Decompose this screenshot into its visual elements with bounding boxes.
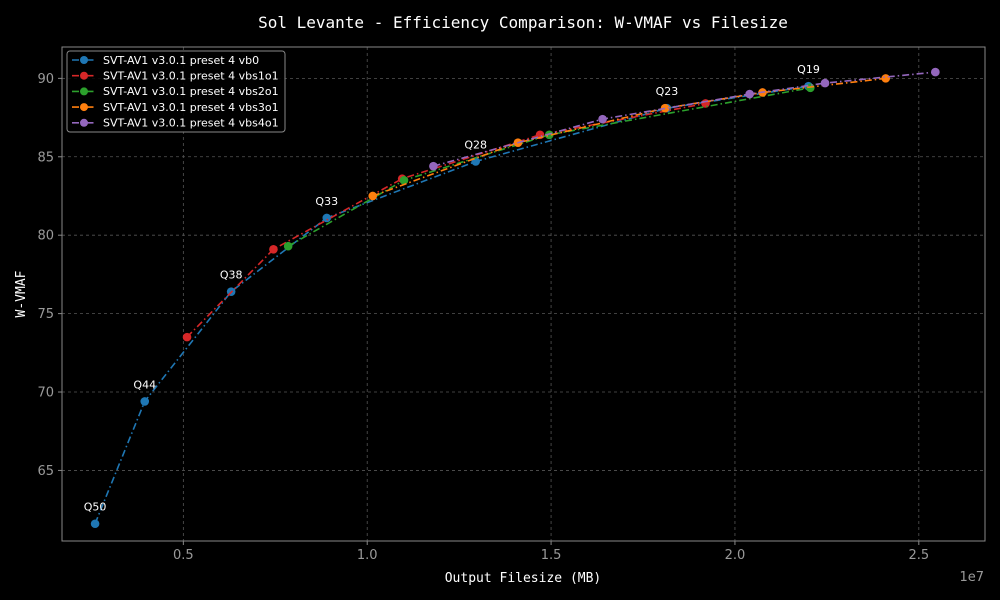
y-tick-label: 80 — [37, 229, 54, 244]
x-axis-label: Output Filesize (MB) — [445, 571, 602, 586]
series-line — [287, 87, 811, 247]
quality-annotation: Q28 — [464, 138, 487, 151]
data-point — [269, 245, 278, 254]
y-tick-label: 90 — [37, 72, 54, 87]
legend-marker — [80, 71, 88, 80]
data-point — [140, 397, 150, 406]
legend-items: SVT-AV1 v3.0.1 preset 4 vb0 SVT-AV1 v3.0.… — [72, 54, 279, 130]
y-axis-label: W-VMAF — [14, 270, 29, 317]
data-point — [660, 103, 670, 113]
y-tick-label: 75 — [37, 307, 54, 322]
y-tick-label: 85 — [37, 150, 54, 165]
legend-marker — [80, 118, 88, 127]
quality-annotation: Q23 — [656, 85, 679, 98]
x-tick-label: 1.5 — [541, 548, 562, 563]
series-4 — [429, 67, 940, 171]
quality-annotation: Q50 — [84, 501, 107, 514]
x-tick-label: 1.0 — [357, 548, 378, 563]
data-point — [283, 241, 293, 251]
legend-entry: SVT-AV1 v3.0.1 preset 4 vbs4o1 — [72, 117, 279, 130]
data-point — [429, 161, 438, 171]
legend-entry: SVT-AV1 v3.0.1 preset 4 vb0 — [72, 54, 259, 67]
legend-marker — [80, 56, 88, 64]
grid-layer — [62, 47, 985, 541]
x-axis-exponent: 1e7 — [959, 570, 984, 585]
plot-area-frame — [61, 46, 986, 542]
data-point — [399, 176, 409, 185]
legend-label: SVT-AV1 v3.0.1 preset 4 vbs2o1 — [103, 85, 279, 98]
quality-annotation: Q33 — [315, 195, 338, 208]
legend-box — [66, 50, 286, 133]
legend-marker — [80, 87, 88, 96]
x-tick-label: 0.5 — [173, 548, 194, 563]
legend-label: SVT-AV1 v3.0.1 preset 4 vbs1o1 — [103, 70, 279, 83]
legend-label: SVT-AV1 v3.0.1 preset 4 vbs4o1 — [103, 117, 279, 130]
x-tick-label: 2.5 — [908, 548, 929, 563]
chart-title: Sol Levante - Efficiency Comparison: W-V… — [258, 13, 788, 32]
series-layer — [90, 67, 940, 529]
legend-label: SVT-AV1 v3.0.1 preset 4 vb0 — [103, 54, 259, 67]
quality-annotation: Q19 — [797, 63, 820, 76]
quality-annotation: Q44 — [133, 378, 156, 391]
y-tick-label: 70 — [37, 386, 54, 401]
legend-entry: SVT-AV1 v3.0.1 preset 4 vbs2o1 — [72, 85, 279, 98]
data-point — [745, 89, 754, 99]
y-axis-ticks: 65 70 75 80 85 90 — [37, 72, 62, 479]
y-tick-label: 65 — [37, 464, 54, 479]
data-point — [931, 67, 940, 77]
data-point — [368, 191, 378, 201]
data-point — [90, 519, 100, 529]
annotation-layer: Q50 Q44 Q38 Q33 Q28 Q23 Q19 — [84, 63, 820, 514]
legend-entry: SVT-AV1 v3.0.1 preset 4 vbs3o1 — [72, 101, 279, 114]
data-point — [322, 213, 332, 223]
quality-annotation: Q38 — [220, 269, 243, 282]
x-axis-ticks: 0.5 1.0 1.5 2.0 2.5 — [173, 541, 929, 563]
x-tick-label: 2.0 — [725, 548, 746, 563]
legend-marker — [80, 103, 88, 112]
data-point — [820, 78, 830, 88]
data-point — [598, 114, 607, 124]
data-point — [881, 74, 891, 83]
data-point — [182, 332, 192, 342]
legend-label: SVT-AV1 v3.0.1 preset 4 vbs3o1 — [103, 101, 279, 114]
legend: SVT-AV1 v3.0.1 preset 4 vb0 SVT-AV1 v3.0.… — [66, 50, 286, 133]
legend-entry: SVT-AV1 v3.0.1 preset 4 vbs1o1 — [72, 70, 279, 83]
